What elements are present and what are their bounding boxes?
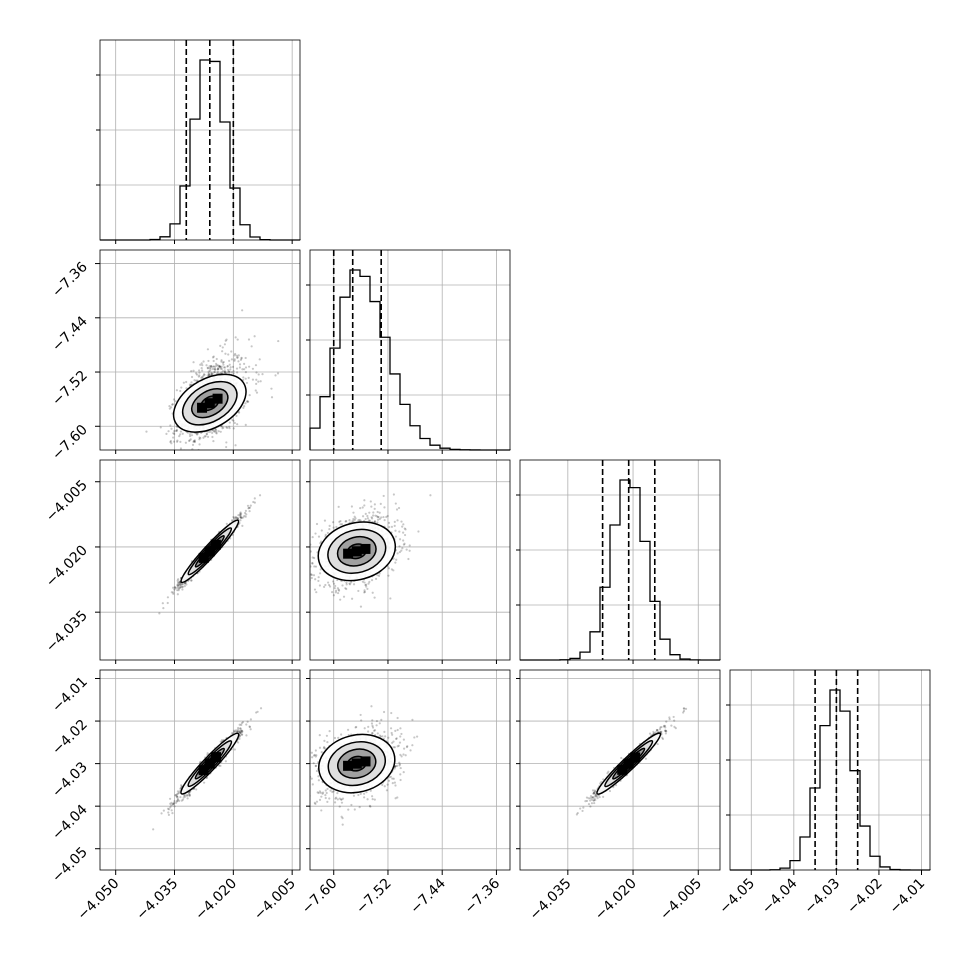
x-tick-label: −4.050	[75, 876, 123, 924]
density-peak-bin	[351, 758, 362, 769]
x-tick-label: −4.05	[716, 876, 758, 918]
scatter-panel	[99, 249, 301, 451]
x-tick-label: −4.04	[759, 875, 801, 917]
density-peak-bin	[211, 752, 222, 763]
histogram-step	[520, 479, 721, 661]
histogram-step	[730, 689, 930, 871]
density-peak-bin	[198, 552, 209, 563]
panel-frame	[99, 669, 301, 871]
y-tick-label: −7.36	[49, 259, 91, 301]
density-peak-bin	[351, 546, 362, 557]
x-tick-label: −4.03	[802, 876, 844, 918]
histogram-step	[309, 269, 510, 451]
x-tick-label: −4.02	[844, 876, 886, 918]
y-tick-label: −4.04	[49, 802, 91, 844]
panel-frame	[309, 249, 511, 451]
histogram-panel	[96, 39, 301, 241]
panel-frame	[99, 39, 301, 241]
histogram-panel	[726, 669, 931, 871]
x-tick-label: −7.60	[299, 876, 341, 918]
histogram-panel	[516, 459, 721, 661]
y-tick-label: −7.60	[49, 422, 91, 464]
panel-frame	[729, 669, 931, 871]
y-tick-label: −4.020	[43, 542, 91, 590]
x-tick-label: −4.035	[527, 876, 575, 924]
histogram-panel	[306, 249, 511, 451]
panel-frame	[519, 459, 721, 661]
x-tick-label: −4.020	[192, 876, 240, 924]
y-tick-label: −4.02	[49, 717, 91, 759]
panel-frame	[309, 459, 511, 661]
scatter-panel	[519, 669, 721, 871]
density-peak-bin	[617, 764, 628, 775]
density-peak-bin	[343, 760, 354, 771]
density-peak-bin	[197, 402, 208, 413]
y-tick-label: −4.005	[43, 477, 91, 525]
panel-frame	[99, 249, 301, 451]
y-tick-label: −7.44	[49, 313, 91, 355]
density-peak-bin	[623, 758, 634, 769]
scatter-panel	[309, 669, 511, 871]
density-peak-bin	[204, 546, 215, 557]
panel-frame	[519, 669, 721, 871]
y-tick-label: −4.01	[49, 674, 91, 716]
y-tick-label: −4.03	[49, 759, 91, 801]
scatter-panel	[99, 459, 301, 661]
density-peak-bin	[630, 752, 641, 763]
density-peak-bin	[360, 756, 371, 767]
x-tick-label: −4.020	[592, 876, 640, 924]
scatter-panel	[309, 459, 511, 661]
scatter-panel	[99, 669, 301, 871]
x-tick-label: −7.36	[462, 875, 504, 917]
y-tick-label: −4.05	[49, 844, 91, 886]
x-tick-label: −4.035	[133, 876, 181, 924]
x-tick-label: −7.52	[353, 876, 395, 918]
histogram-step	[100, 59, 300, 241]
density-peak-bin	[343, 548, 354, 559]
density-peak-bin	[204, 398, 215, 409]
x-tick-label: −4.01	[887, 876, 929, 918]
x-tick-label: −4.005	[251, 876, 299, 924]
density-peak-bin	[204, 758, 215, 769]
x-tick-label: −4.005	[657, 876, 705, 924]
density-peak-bin	[210, 539, 221, 550]
x-tick-label: −7.44	[407, 875, 449, 917]
y-tick-label: −4.035	[43, 608, 91, 656]
density-peak-bin	[212, 393, 223, 404]
y-tick-label: −7.52	[49, 368, 91, 410]
density-peak-bin	[198, 765, 209, 776]
panel-frame	[99, 459, 301, 661]
density-peak-bin	[360, 543, 371, 554]
panel-frame	[309, 669, 511, 871]
